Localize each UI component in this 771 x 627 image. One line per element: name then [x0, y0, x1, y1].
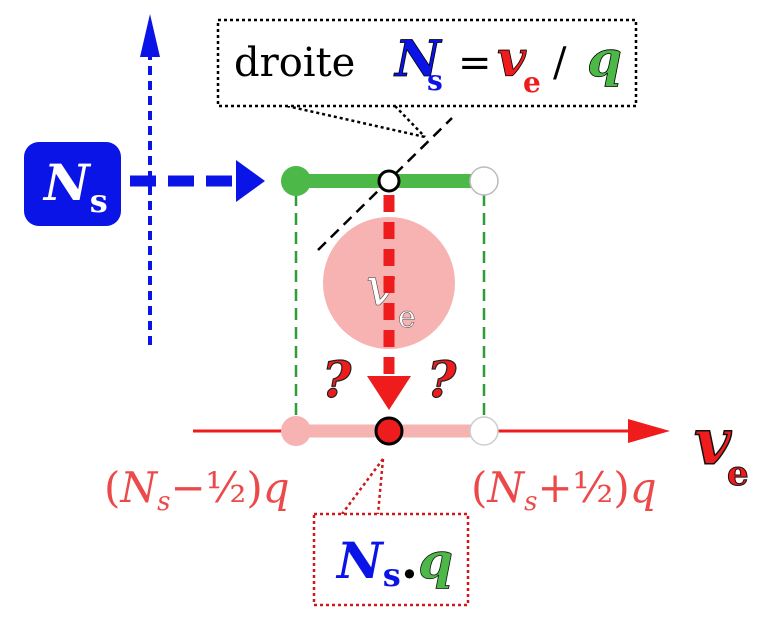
top-callout-ve-sub: e [523, 66, 541, 99]
top-callout-equals: = [458, 40, 492, 86]
top-callout-pointer-b [394, 105, 426, 138]
ns-horizontal-arrow-head-icon [236, 160, 265, 202]
top-callout-ns-sub: s [427, 64, 443, 97]
bound-right-label: (Ns+½)q [471, 463, 657, 517]
horizontal-axis-arrow-icon [628, 419, 670, 443]
pink-interval-right-open [469, 416, 499, 446]
top-callout-slash: / [553, 40, 567, 86]
question-mark-right: ? [427, 350, 457, 409]
vertical-axis-arrow-icon [140, 14, 160, 57]
result-point [374, 416, 404, 446]
ns-box [24, 142, 121, 226]
top-callout-q: q [587, 29, 622, 88]
bottom-callout-label: Ns.q [335, 531, 453, 594]
pink-interval-left-dot [281, 416, 311, 446]
ns-box-label: Ns [42, 153, 108, 220]
green-segment-left-dot [281, 166, 311, 196]
top-callout-pointer-a [286, 104, 426, 139]
bottom-callout-pointer-b [376, 458, 385, 515]
red-vertical-arrow-head-icon [367, 376, 411, 410]
bound-left-label: (Ns−½)q [104, 463, 290, 517]
bottom-callout-box [312, 512, 470, 607]
intersection-point [377, 169, 401, 193]
top-callout-ve: v [497, 29, 527, 88]
axis-label-ve-sub: e [727, 454, 749, 494]
ve-circle-sub: e [398, 300, 416, 335]
bottom-callout-pointer-a [340, 458, 385, 515]
top-callout-box [216, 18, 638, 108]
green-segment-right-open [469, 166, 499, 196]
question-mark-left: ? [322, 350, 352, 409]
top-callout-label: droite N [234, 29, 443, 88]
axis-label-ve: v [694, 405, 732, 480]
